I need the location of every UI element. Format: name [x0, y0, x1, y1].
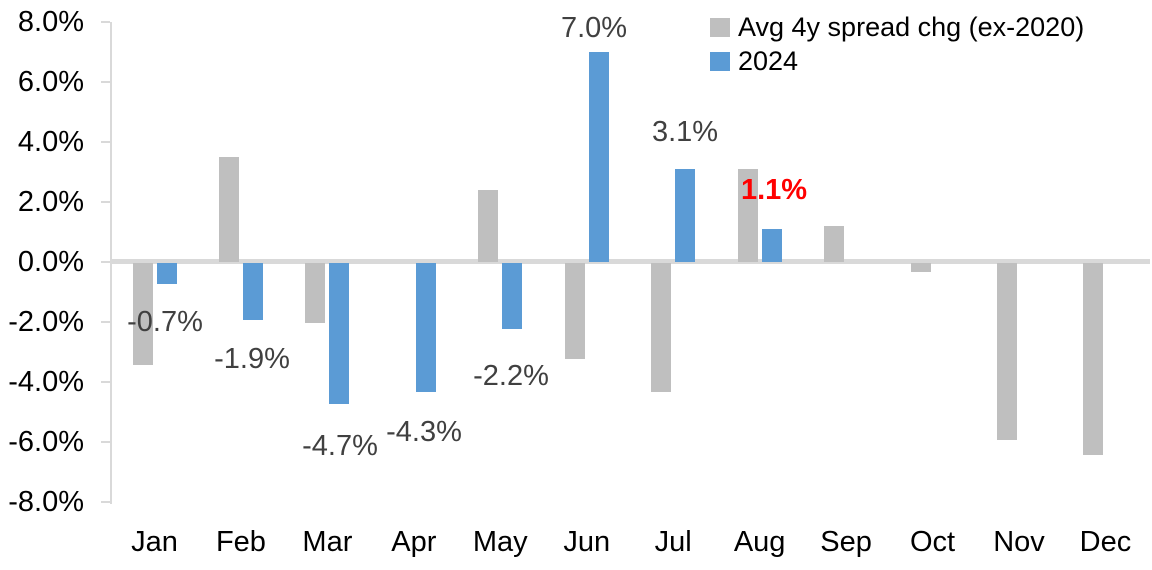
legend-swatch-avg4y-icon — [710, 17, 730, 37]
legend-label-avg4y: Avg 4y spread chg (ex-2020) — [738, 11, 1085, 42]
y-axis-tick-label: -8.0% — [8, 486, 84, 518]
data-label-jun: 7.0% — [560, 12, 628, 44]
bar-avg4y-sep — [824, 226, 845, 262]
bar-avg4y-jul — [651, 263, 672, 392]
legend-item-avg4y: Avg 4y spread chg (ex-2020) — [710, 10, 1084, 44]
y-axis-tick-label: 2.0% — [17, 186, 84, 218]
bar-avg4y-jan — [132, 263, 153, 365]
y-axis-tick-label: 4.0% — [17, 126, 84, 158]
x-axis-label-apr: Apr — [391, 526, 437, 558]
bar-2024-aug — [761, 229, 782, 262]
bar-2024-may — [502, 263, 523, 329]
x-axis-label-feb: Feb — [215, 526, 266, 558]
bar-avg4y-nov — [997, 263, 1017, 440]
y-axis-tick — [101, 381, 110, 383]
x-axis-label-oct: Oct — [909, 526, 956, 558]
bar-2024-jul — [675, 169, 696, 262]
data-label-jul: 3.1% — [651, 116, 719, 148]
bar-2024-jun — [588, 52, 609, 262]
x-axis-label-dec: Dec — [1079, 526, 1132, 558]
bar-avg4y-feb — [218, 157, 239, 262]
x-axis-label-nov: Nov — [993, 526, 1045, 558]
x-axis-label-aug: Aug — [733, 526, 786, 558]
bar-2024-apr — [415, 263, 436, 392]
y-axis-tick — [101, 81, 110, 83]
bar-2024-mar — [329, 263, 350, 404]
data-label-mar: -4.7% — [302, 430, 378, 462]
y-axis-tick — [101, 321, 110, 323]
bar-avg4y-may — [478, 190, 499, 262]
data-label-feb: -1.9% — [214, 343, 290, 375]
y-axis-tick — [101, 201, 110, 203]
chart-legend: Avg 4y spread chg (ex-2020) 2024 — [710, 10, 1084, 78]
y-axis-tick-label: 6.0% — [17, 66, 84, 98]
y-axis-tick-label: 0.0% — [17, 246, 84, 278]
bar-avg4y-dec — [1083, 263, 1104, 455]
x-axis-label-jul: Jul — [654, 526, 692, 558]
x-axis-label-may: May — [472, 526, 528, 558]
y-axis-tick — [101, 261, 110, 263]
x-axis-label-jan: Jan — [131, 526, 178, 558]
y-axis-tick — [101, 441, 110, 443]
x-axis-label-jun: Jun — [563, 526, 611, 558]
data-label-may: -2.2% — [473, 360, 549, 392]
bar-avg4y-jun — [564, 263, 585, 359]
y-axis-tick-label: 8.0% — [17, 6, 84, 38]
data-label-apr: -4.3% — [386, 416, 462, 448]
bar-avg4y-mar — [305, 263, 326, 323]
y-axis-tick-label: -2.0% — [8, 306, 84, 338]
bar-2024-feb — [242, 263, 263, 320]
x-axis-zero-line — [110, 259, 1150, 264]
bar-avg4y-aug — [737, 169, 758, 262]
bar-avg4y-oct — [910, 263, 931, 272]
y-axis-tick-label: -6.0% — [8, 426, 84, 458]
data-label-aug: 1.1% — [740, 174, 808, 206]
legend-item-2024: 2024 — [710, 44, 1084, 78]
legend-swatch-2024-icon — [710, 51, 730, 71]
legend-label-2024: 2024 — [738, 45, 799, 76]
y-axis-tick — [101, 141, 110, 143]
y-axis-tick — [101, 501, 110, 503]
x-axis-label-mar: Mar — [302, 526, 353, 558]
data-label-jan: -0.7% — [127, 306, 203, 338]
y-axis-tick — [101, 21, 110, 23]
bar-2024-jan — [156, 263, 177, 284]
y-axis-tick-label: -4.0% — [8, 366, 84, 398]
x-axis-label-sep: Sep — [820, 526, 872, 558]
